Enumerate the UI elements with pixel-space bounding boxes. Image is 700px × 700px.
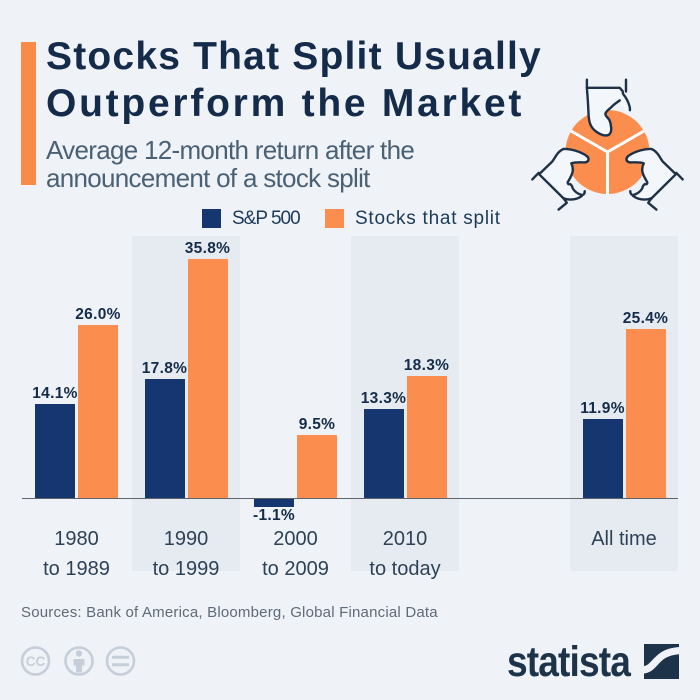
svg-text:CC: CC [26, 654, 46, 669]
